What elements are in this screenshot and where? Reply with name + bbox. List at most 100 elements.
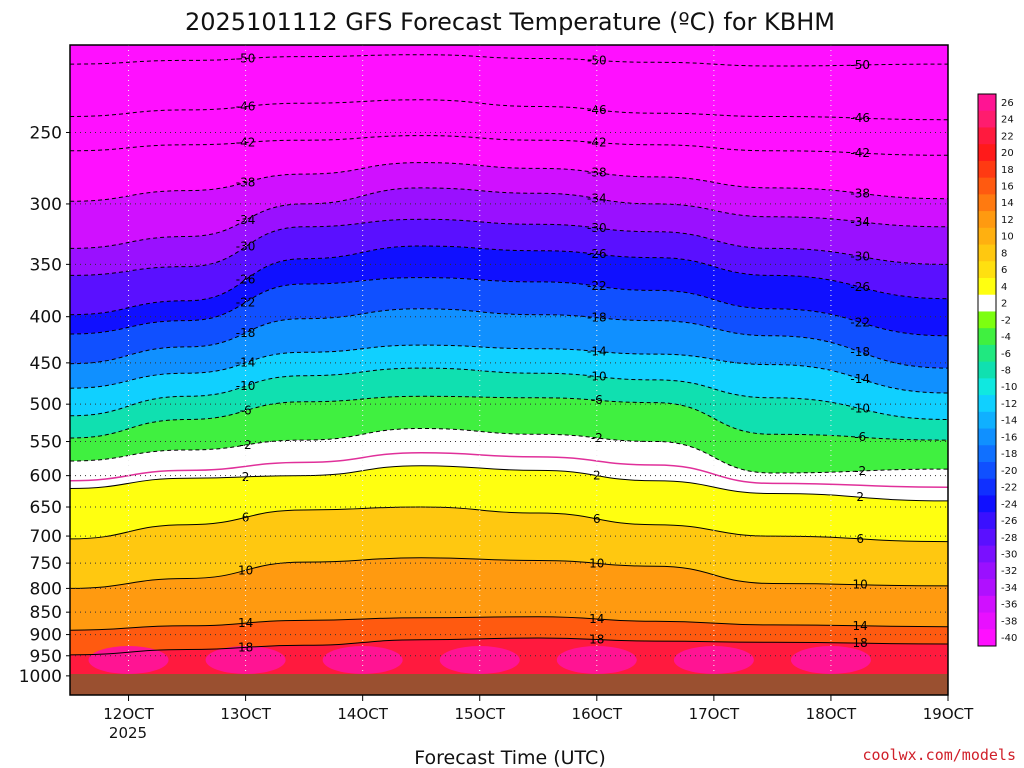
y-tick-label: 550 [30, 433, 62, 453]
colorbar-swatch [978, 110, 996, 128]
colorbar-swatch [978, 528, 996, 547]
y-tick-label: 350 [30, 255, 62, 275]
contour--18 [70, 308, 948, 369]
x-tick-label: 18OCT [806, 705, 857, 723]
contour--26 [70, 245, 948, 316]
credit-text: coolwx.com/models [862, 746, 1016, 764]
colorbar-label: -20 [1001, 466, 1017, 477]
contour-label: -26 [850, 280, 870, 294]
x-tick-label: 19OCT [923, 705, 974, 723]
y-tick-label: 250 [30, 123, 62, 143]
y-tick-label: 1000 [19, 667, 62, 687]
colorbar-label: -28 [1001, 533, 1017, 544]
contour-label: -50 [850, 58, 870, 72]
y-tick-label: 450 [30, 354, 62, 374]
contour-label: 6 [242, 510, 250, 524]
colorbar-swatch [978, 361, 996, 379]
colorbar-label: -18 [1001, 449, 1017, 460]
colorbar-label: 10 [1001, 232, 1014, 243]
colorbar-label: 6 [1001, 265, 1007, 276]
contour--6 [70, 395, 948, 441]
contour-label: 6 [856, 532, 864, 546]
y-tick-label: 600 [30, 467, 62, 487]
x-tick-label: 17OCT [689, 705, 740, 723]
contour-label: 10 [589, 556, 604, 570]
plot-area: -50 -50 -50-46 -46-46-42 -42-42-38-38-38-34-… [70, 45, 948, 695]
band-2 [70, 465, 948, 542]
contour-label: -42 [236, 136, 256, 150]
colorbar-label: -8 [1001, 366, 1011, 377]
colorbar-swatch [978, 261, 996, 279]
contour-label: -10 [587, 370, 607, 384]
contour-zero-line [70, 452, 948, 488]
band--14 [70, 345, 948, 420]
x-tick-label: 13OCT [220, 705, 271, 723]
band--34 [70, 187, 948, 276]
band--38 [70, 162, 948, 249]
y-axis: 250 300 350 400 450 500 550 600 650 700 750 800 850 9… [19, 123, 70, 687]
contour-label: -30 [587, 221, 607, 235]
contour-label: -18 [850, 345, 870, 359]
band--10 [70, 368, 948, 441]
colorbar-label: 22 [1001, 131, 1014, 142]
colorbar-swatch [978, 294, 996, 312]
colorbar-label: 2 [1001, 299, 1007, 310]
contour-label: -10 [850, 402, 870, 416]
contour-label: -42 [587, 136, 607, 150]
plot-frame [69, 44, 949, 696]
band--30 [70, 219, 948, 315]
contour-label: -34 [587, 192, 607, 206]
colorbar-swatch [978, 194, 996, 212]
contour--42 [70, 135, 948, 156]
colorbar-swatch [978, 612, 996, 630]
contour-label: -2 [591, 431, 603, 445]
band-10 [70, 557, 948, 631]
colorbar-swatch [978, 311, 996, 329]
colorbar-label: -26 [1001, 516, 1017, 527]
colorbar-swatch [978, 278, 996, 296]
colorbar-label: 8 [1001, 248, 1007, 259]
contour-label: 6 [593, 512, 601, 526]
y-tick-label: 300 [30, 195, 62, 215]
colorbar-label: 20 [1001, 148, 1014, 159]
colorbar-label: -32 [1001, 566, 1017, 577]
contour-6 [70, 506, 948, 543]
contour-label: -22 [236, 295, 256, 309]
band--42 [70, 135, 948, 202]
colorbar-swatch [978, 94, 996, 112]
contour-label: -38 [587, 166, 607, 180]
band--26 [70, 246, 948, 336]
contour-lines: -50 -50 -50-46 -46-46-42 -42-42-38-38-38-34-… [70, 51, 948, 656]
contour-label: -30 [850, 249, 870, 263]
contour-label: -14 [850, 372, 870, 386]
contour--14 [70, 344, 948, 394]
colorbar-label: 14 [1001, 198, 1014, 209]
colorbar-swatch [978, 127, 996, 145]
colorbar-swatch [978, 462, 996, 480]
colorbar-label: 16 [1001, 182, 1014, 193]
colorbar-swatch [978, 160, 996, 179]
colorbar-swatch [978, 344, 996, 363]
chart-title: 2025101112 GFS Forecast Temperature (ºC)… [185, 8, 835, 36]
colorbar-swatch [978, 211, 996, 229]
contour-label: -26 [236, 273, 256, 287]
contour-10 [70, 557, 948, 589]
band--18 [70, 308, 948, 393]
colorbar-swatch [978, 478, 996, 496]
colorbar-label: -2 [1001, 315, 1011, 326]
contour-label: 14 [589, 612, 604, 626]
contour-label: -22 [587, 279, 607, 293]
colorbar-label: -10 [1001, 382, 1017, 393]
y-tick-label: 650 [30, 498, 62, 518]
colorbar-label: -34 [1001, 583, 1017, 594]
colorbar-swatch [978, 445, 996, 463]
colorbar-label: 12 [1001, 215, 1014, 226]
contour--22 [70, 277, 948, 337]
x-axis-year-label: 2025 [109, 724, 147, 742]
y-tick-label: 800 [30, 579, 62, 599]
contour-18 [70, 637, 948, 656]
contour-label: 18 [853, 636, 868, 650]
band--46 [70, 99, 948, 156]
band--50 [70, 54, 948, 120]
